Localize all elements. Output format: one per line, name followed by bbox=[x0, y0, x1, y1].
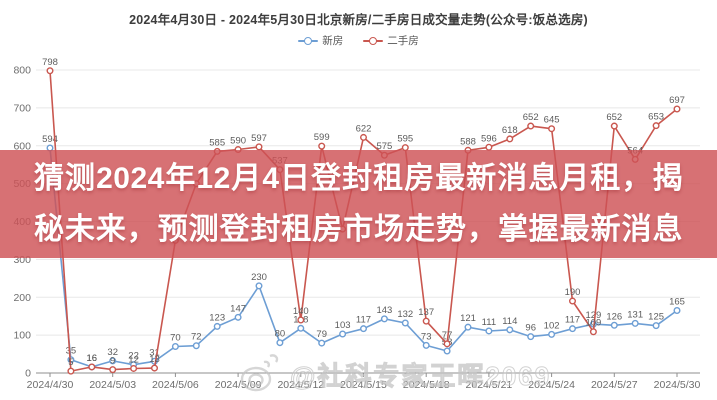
banner-text-line2: 秘未来，预测登封租房市场走势，掌握最新消息 bbox=[34, 213, 683, 246]
svg-text:96: 96 bbox=[525, 323, 536, 334]
svg-text:585: 585 bbox=[209, 137, 225, 148]
chart-legend: 新房 二手房 bbox=[0, 33, 717, 48]
svg-text:165: 165 bbox=[669, 297, 685, 308]
svg-text:117: 117 bbox=[565, 315, 580, 326]
svg-text:126: 126 bbox=[606, 311, 622, 322]
svg-text:5: 5 bbox=[68, 357, 73, 368]
svg-text:35: 35 bbox=[66, 346, 77, 357]
svg-text:137: 137 bbox=[418, 307, 434, 318]
svg-text:588: 588 bbox=[460, 136, 476, 147]
svg-text:102: 102 bbox=[544, 320, 560, 331]
line-marker-icon bbox=[363, 36, 384, 45]
svg-text:109: 109 bbox=[585, 318, 601, 329]
svg-text:653: 653 bbox=[648, 112, 664, 123]
svg-text:13: 13 bbox=[149, 354, 160, 365]
svg-text:652: 652 bbox=[606, 112, 622, 123]
svg-text:103: 103 bbox=[335, 320, 351, 331]
svg-text:73: 73 bbox=[421, 331, 432, 342]
line-marker-icon bbox=[298, 36, 319, 45]
overlay-headline-banner: 猜测2024年12月4日登封租房最新消息月租，揭 秘未来，预测登封租房市场走势，… bbox=[0, 150, 717, 258]
svg-text:79: 79 bbox=[316, 329, 327, 340]
svg-text:131: 131 bbox=[627, 309, 643, 320]
svg-text:590: 590 bbox=[230, 136, 246, 147]
svg-text:800: 800 bbox=[13, 65, 31, 77]
svg-text:575: 575 bbox=[376, 141, 392, 152]
svg-text:2024/5/12: 2024/5/12 bbox=[277, 379, 324, 391]
svg-text:140: 140 bbox=[293, 306, 309, 317]
svg-text:2024/5/15: 2024/5/15 bbox=[340, 379, 387, 391]
svg-text:622: 622 bbox=[356, 123, 372, 134]
svg-text:190: 190 bbox=[565, 287, 581, 298]
svg-text:31: 31 bbox=[149, 347, 160, 358]
legend-label-second-hand: 二手房 bbox=[387, 35, 419, 47]
svg-text:123: 123 bbox=[209, 312, 225, 323]
svg-text:652: 652 bbox=[523, 112, 539, 123]
svg-text:100: 100 bbox=[13, 330, 31, 342]
svg-text:117: 117 bbox=[356, 315, 371, 326]
legend-item-new-house[interactable]: 新房 bbox=[298, 33, 343, 48]
svg-text:597: 597 bbox=[251, 133, 267, 144]
legend-item-second-hand[interactable]: 二手房 bbox=[363, 33, 419, 48]
svg-text:599: 599 bbox=[314, 132, 330, 143]
svg-text:121: 121 bbox=[460, 313, 476, 324]
svg-text:0: 0 bbox=[25, 368, 31, 380]
svg-text:697: 697 bbox=[669, 95, 685, 106]
svg-text:16: 16 bbox=[87, 353, 98, 364]
svg-text:230: 230 bbox=[251, 272, 267, 283]
chart-title: 2024年4月30日 - 2024年5月30日北京新房/二手房日成交量走势(公众… bbox=[129, 13, 588, 27]
svg-text:2024/5/03: 2024/5/03 bbox=[89, 379, 136, 391]
svg-text:2024/5/18: 2024/5/18 bbox=[403, 379, 450, 391]
svg-text:12: 12 bbox=[128, 354, 139, 365]
svg-text:618: 618 bbox=[502, 125, 518, 136]
svg-text:2024/5/06: 2024/5/06 bbox=[152, 379, 199, 391]
svg-text:16: 16 bbox=[87, 353, 98, 364]
svg-text:32: 32 bbox=[107, 347, 118, 358]
svg-text:798: 798 bbox=[42, 57, 58, 68]
svg-text:147: 147 bbox=[230, 303, 246, 314]
svg-text:72: 72 bbox=[191, 332, 202, 343]
svg-text:143: 143 bbox=[376, 305, 392, 316]
banner-text-line1: 猜测2024年12月4日登封租房最新消息月租，揭 bbox=[34, 162, 683, 195]
svg-text:700: 700 bbox=[13, 102, 31, 114]
svg-text:132: 132 bbox=[397, 309, 413, 320]
svg-text:22: 22 bbox=[128, 351, 139, 362]
svg-text:77: 77 bbox=[442, 330, 453, 341]
legend-label-new-house: 新房 bbox=[322, 35, 344, 47]
svg-text:2024/5/24: 2024/5/24 bbox=[528, 379, 575, 391]
svg-text:600: 600 bbox=[13, 140, 31, 152]
svg-text:595: 595 bbox=[397, 134, 413, 145]
svg-text:200: 200 bbox=[13, 292, 31, 304]
svg-text:114: 114 bbox=[502, 316, 517, 327]
svg-text:80: 80 bbox=[275, 329, 286, 340]
svg-text:70: 70 bbox=[170, 332, 181, 343]
svg-text:2024/5/30: 2024/5/30 bbox=[654, 379, 701, 391]
svg-text:2024/5/09: 2024/5/09 bbox=[215, 379, 262, 391]
svg-text:9: 9 bbox=[110, 356, 115, 367]
svg-text:125: 125 bbox=[648, 312, 664, 323]
svg-text:2024/5/21: 2024/5/21 bbox=[466, 379, 513, 391]
svg-text:2024/4/30: 2024/4/30 bbox=[27, 379, 74, 391]
svg-text:594: 594 bbox=[42, 134, 58, 145]
svg-text:2024/5/27: 2024/5/27 bbox=[591, 379, 638, 391]
svg-text:596: 596 bbox=[481, 133, 497, 144]
svg-text:645: 645 bbox=[544, 115, 560, 126]
svg-text:111: 111 bbox=[482, 317, 496, 328]
svg-text:129: 129 bbox=[585, 310, 601, 321]
